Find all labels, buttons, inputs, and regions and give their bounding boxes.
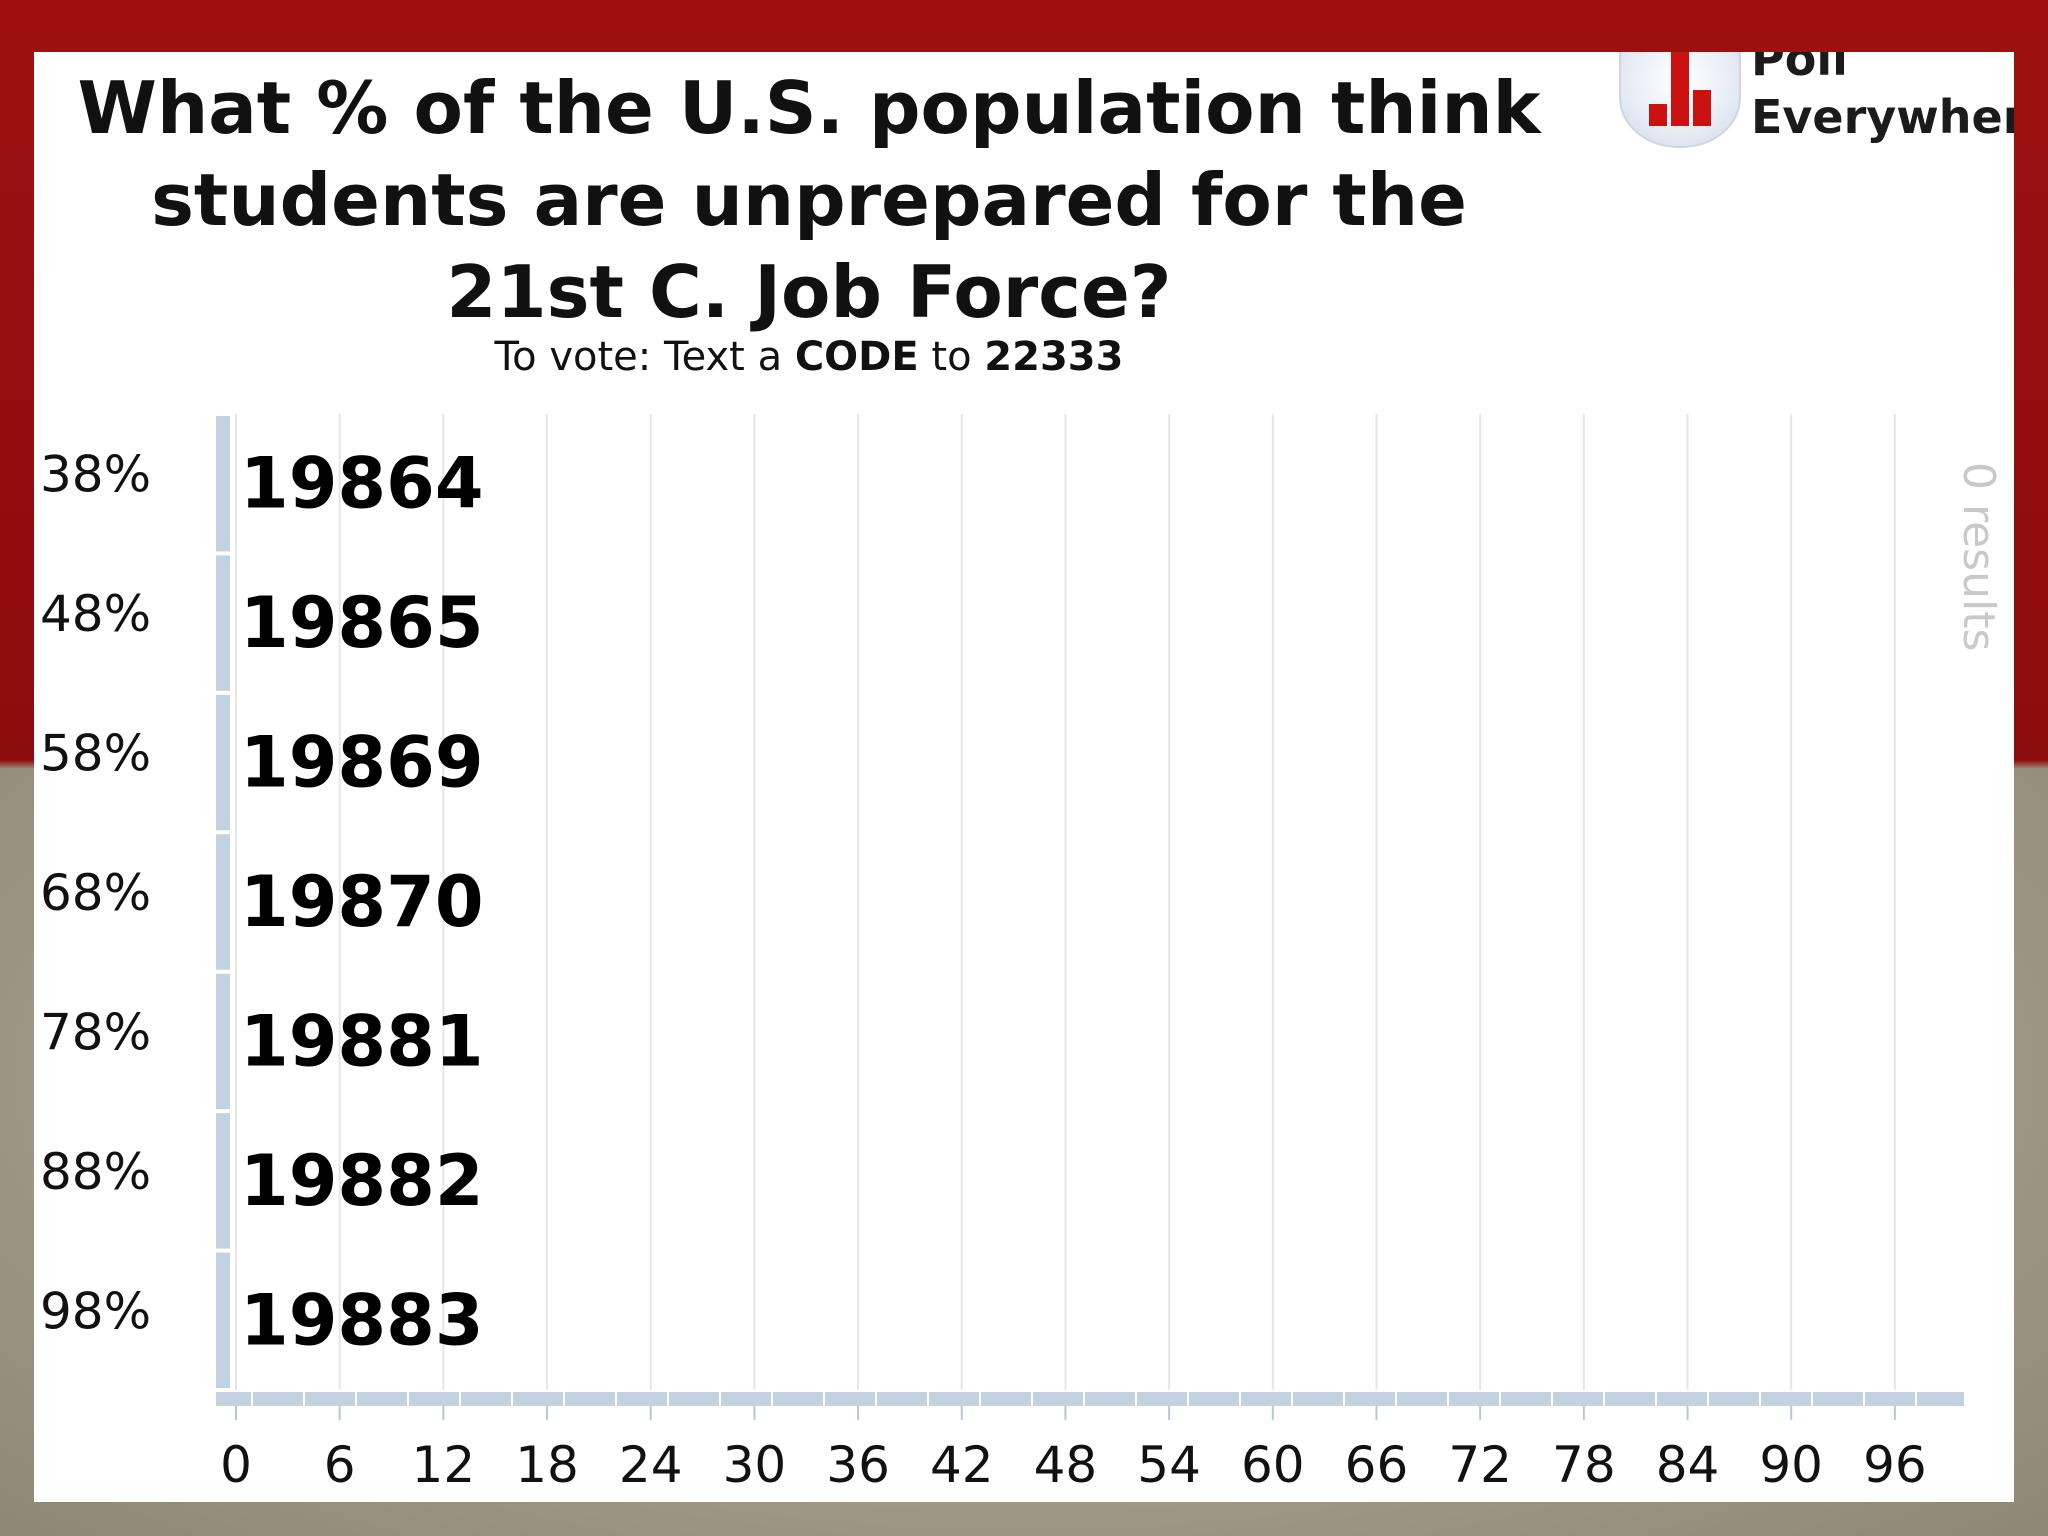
code-label: 19883 — [240, 1279, 484, 1361]
vote-number: 22333 — [984, 334, 1124, 380]
poll-title: What % of the U.S. population think stud… — [34, 62, 1584, 338]
x-tick-label: 84 — [1656, 1436, 1720, 1494]
y-axis-segment — [216, 555, 230, 691]
code-label: 19865 — [240, 582, 484, 664]
vote-to: to — [931, 334, 972, 380]
category-label: 48% — [40, 585, 151, 643]
code-label: 19864 — [240, 443, 484, 525]
category-label: 88% — [40, 1143, 151, 1201]
results-count-label: 0 results — [1953, 462, 2004, 651]
results-chart: 0 6 12 18 24 30 36 42 48 54 60 66 72 78 84 90 96 38% 19864… — [40, 414, 1964, 1494]
code-label: 19869 — [240, 722, 484, 804]
title-line-1: What % of the U.S. population think — [77, 66, 1541, 150]
x-tick-label: 60 — [1241, 1436, 1305, 1494]
x-tick-label: 78 — [1552, 1436, 1616, 1494]
x-tick-label: 66 — [1345, 1436, 1409, 1494]
x-tick-label: 24 — [619, 1436, 683, 1494]
y-axis-segment — [216, 973, 230, 1110]
x-tick-label: 6 — [324, 1436, 356, 1494]
y-axis-segment — [216, 834, 230, 970]
x-tick-label: 36 — [826, 1436, 890, 1494]
x-tick-label: 0 — [220, 1436, 252, 1494]
category-label: 58% — [40, 725, 151, 783]
category-label: 78% — [40, 1003, 151, 1061]
y-axis-segment — [216, 416, 230, 552]
y-axis-segment — [216, 1113, 230, 1249]
x-tick-label: 54 — [1137, 1436, 1201, 1494]
logo-circle — [1619, 52, 1741, 148]
vote-instructions: To vote: Text a CODE to 22333 — [34, 334, 1584, 380]
code-label: 19882 — [240, 1140, 484, 1222]
vote-prefix: To vote: Text a — [494, 334, 783, 380]
logo-line-1: Poll — [1751, 52, 1848, 86]
logo-text: Poll Everywhere — [1751, 52, 2014, 146]
x-tick-label: 30 — [723, 1436, 787, 1494]
category-label: 98% — [40, 1282, 151, 1340]
code-label: 19881 — [240, 1000, 484, 1082]
x-tick-label: 18 — [515, 1436, 579, 1494]
x-tick-label: 90 — [1759, 1436, 1823, 1494]
x-tick-label: 42 — [930, 1436, 994, 1494]
title-line-3: 21st C. Job Force? — [446, 250, 1172, 334]
x-tick-label: 48 — [1034, 1436, 1098, 1494]
vote-code-word: CODE — [794, 334, 919, 380]
x-tick-label: 96 — [1863, 1436, 1927, 1494]
code-label: 19870 — [240, 861, 484, 943]
poll-panel: What % of the U.S. population think stud… — [34, 52, 2014, 1502]
results-count-text: 0 results — [1953, 462, 2004, 651]
y-axis-segment — [216, 1252, 230, 1388]
category-label: 38% — [40, 446, 151, 504]
category-label: 68% — [40, 864, 151, 922]
poll-everywhere-logo: Poll Everywhere — [1587, 52, 2014, 162]
title-line-2: students are unprepared for the — [151, 158, 1467, 242]
x-tick-label: 72 — [1448, 1436, 1512, 1494]
x-tick-label: 12 — [412, 1436, 476, 1494]
bar-chart-icon — [1649, 52, 1711, 126]
x-axis-bar — [216, 1392, 1964, 1406]
y-axis-segment — [216, 694, 230, 831]
logo-line-2: Everywhere — [1751, 90, 2014, 144]
